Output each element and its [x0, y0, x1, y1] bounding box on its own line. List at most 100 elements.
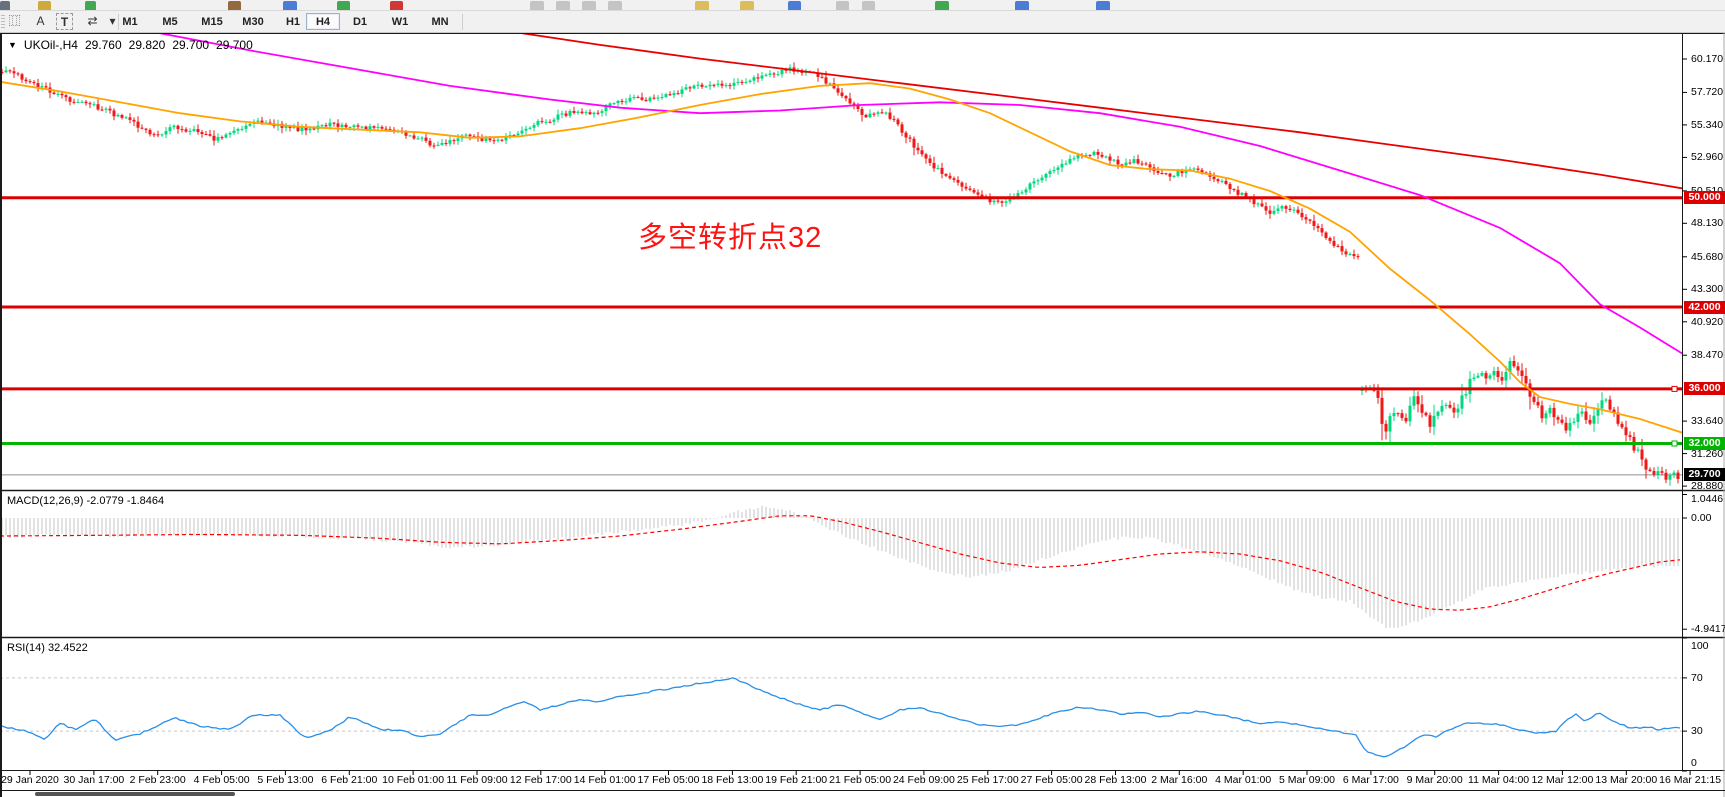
ohlc-close: 29.700: [216, 38, 253, 52]
chart-symbol-period: UKOil-,H4: [23, 38, 78, 52]
time-axis-label: 4 Mar 01:00: [1215, 774, 1272, 786]
price-axis-tick: 52.960: [1691, 151, 1724, 164]
macd-axis-tick: 0.00: [1691, 512, 1712, 524]
ohlc-open: 29.760: [84, 38, 122, 52]
cursor-tools-icon[interactable]: ⇄: [87, 14, 98, 28]
toolbar-icon-cropped[interactable]: [85, 1, 96, 10]
horizontal-scrollbar-thumb: [35, 792, 235, 796]
toolbar-icon-cropped[interactable]: [1096, 1, 1110, 10]
ohlc-high: 29.820: [128, 38, 166, 52]
time-axis-label: 21 Feb 05:00: [829, 774, 892, 786]
toolbar-icon-cropped[interactable]: [1015, 1, 1029, 10]
macd-axis-tick: -4.9417: [1691, 623, 1725, 636]
timeframe-button-m1[interactable]: M1: [122, 16, 138, 28]
timeframe-button-m5[interactable]: M5: [162, 16, 178, 28]
time-axis-label: 19 Feb 21:00: [765, 774, 828, 786]
toolbar-icon-cropped[interactable]: [862, 1, 875, 10]
time-axis-label: 29 Jan 2020: [1, 774, 59, 786]
price-axis-tick: 33.640: [1691, 415, 1724, 428]
price-axis-tick: 55.340: [1691, 118, 1724, 131]
rsi-line: [0, 677, 1681, 758]
toolbar-drag-handle[interactable]: [1, 15, 5, 29]
timeframe-button-w1[interactable]: W1: [391, 16, 409, 28]
time-axis-label: 11 Feb 09:00: [446, 774, 508, 786]
toolbar-icon-cropped[interactable]: [283, 1, 297, 10]
timeframe-button-m15[interactable]: M15: [201, 16, 223, 28]
toolbar-chart-tools: ⿲ A T ⇄ ▾ M1 M5 M15 M30 H1 H4 D1 W1 MN: [0, 11, 1725, 33]
line-handle-icon: [1671, 385, 1678, 392]
price-axis-tick: 45.680: [1691, 250, 1724, 263]
rsi-axis-tick: 0: [1691, 757, 1697, 769]
price-level-badge-36.000: 36.000: [1684, 382, 1725, 396]
toolbar-main-cropped: [0, 0, 1725, 11]
toolbar-icon-cropped[interactable]: [836, 1, 849, 10]
toolbar-icon-cropped[interactable]: [38, 1, 51, 10]
ma-slow-line: [521, 34, 1682, 190]
ma-mid-line: [159, 34, 1682, 355]
toolbar-icon-cropped[interactable]: [390, 1, 403, 10]
price-axis-tick: 38.470: [1691, 349, 1724, 362]
price-axis-tick: 48.130: [1691, 217, 1724, 230]
time-axis-label: 18 Feb 13:00: [701, 774, 764, 786]
toolbar-icon-cropped[interactable]: [530, 1, 544, 10]
time-axis-label: 14 Feb 01:00: [573, 774, 636, 786]
time-axis-label: 6 Feb 21:00: [321, 774, 378, 786]
toolbar-separator: [118, 14, 119, 30]
time-axis-label: 30 Jan 17:00: [63, 774, 125, 786]
toolbar-icon-cropped[interactable]: [556, 1, 570, 10]
toolbar-icon-cropped[interactable]: [608, 1, 622, 10]
chart-text-annotation[interactable]: 多空转折点32: [638, 222, 823, 254]
timeframe-button-h4[interactable]: H4: [306, 13, 340, 30]
price-level-badge-50.000: 50.000: [1684, 191, 1725, 205]
rsi-axis-tick: 70: [1691, 671, 1703, 684]
timeframe-button-m30[interactable]: M30: [242, 16, 264, 28]
timeframe-button-h1[interactable]: H1: [285, 16, 301, 28]
crosshair-grid-icon[interactable]: ⿲: [8, 14, 21, 28]
price-axis-tick: 28.880: [1691, 480, 1724, 493]
insert-text-icon[interactable]: A: [36, 14, 45, 28]
toolbar-separator: [462, 14, 463, 30]
time-axis-label: 13 Mar 20:00: [1595, 774, 1658, 786]
time-axis-label: 5 Feb 13:00: [257, 774, 314, 786]
time-axis-label: 9 Mar 20:00: [1406, 774, 1463, 786]
price-level-badge-42.000: 42.000: [1684, 300, 1725, 314]
time-axis-label: 5 Mar 09:00: [1278, 774, 1336, 786]
time-axis-label: 2 Feb 23:00: [129, 774, 186, 786]
current-price-badge: 29.700: [1684, 468, 1725, 482]
macd-indicator-label: MACD(12,26,9) -2.0779 -1.8464: [7, 495, 165, 507]
price-axis-tick: 60.170: [1691, 53, 1724, 65]
dropdown-caret-icon[interactable]: ▾: [109, 14, 116, 28]
time-axis-label: 2 Mar 16:00: [1151, 774, 1208, 786]
time-axis-label: 12 Mar 12:00: [1531, 774, 1594, 786]
time-axis-label: 28 Feb 13:00: [1084, 774, 1147, 786]
time-axis-label: 17 Feb 05:00: [637, 774, 700, 786]
toolbar-icon-cropped[interactable]: [695, 1, 709, 10]
price-level-badge-32.000: 32.000: [1684, 437, 1725, 450]
timeframe-button-d1[interactable]: D1: [352, 16, 368, 28]
time-axis-label: 24 Feb 09:00: [892, 774, 955, 786]
time-axis-label: 12 Feb 17:00: [509, 774, 572, 786]
toolbar-icon-cropped[interactable]: [935, 1, 949, 10]
macd-histogram: [0, 505, 1681, 628]
toolbar-icon-cropped[interactable]: [788, 1, 801, 10]
chart-dropdown-icon[interactable]: ▼: [8, 40, 17, 50]
text-label-icon[interactable]: T: [56, 13, 73, 30]
time-axis-label: 4 Feb 05:00: [193, 774, 250, 786]
rsi-indicator-label: RSI(14) 32.4522: [7, 642, 88, 654]
toolbar-icon-cropped[interactable]: [337, 1, 350, 10]
toolbar-icon-cropped[interactable]: [228, 1, 241, 10]
time-axis-label: 16 Mar 21:15: [1659, 774, 1722, 786]
time-axis-label: 6 Mar 17:00: [1342, 774, 1399, 786]
time-axis-label: 27 Feb 05:00: [1020, 774, 1083, 786]
price-axis-tick: 57.720: [1691, 86, 1724, 99]
toolbar-icon-cropped[interactable]: [740, 1, 754, 10]
toolbar-icon-cropped[interactable]: [582, 1, 596, 10]
time-axis-label: 11 Mar 04:00: [1468, 774, 1530, 786]
timeframe-button-mn[interactable]: MN: [431, 16, 449, 28]
price-axis-tick: 31.260: [1691, 447, 1724, 460]
line-handle-icon: [1671, 440, 1678, 447]
toolbar-icon-cropped[interactable]: [0, 1, 10, 10]
rsi-axis-tick: 30: [1691, 725, 1703, 738]
